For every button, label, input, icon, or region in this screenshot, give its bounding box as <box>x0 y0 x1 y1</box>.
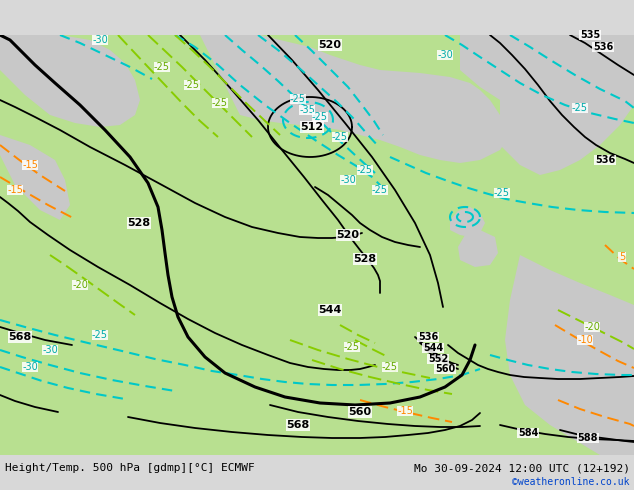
Text: -35: -35 <box>299 105 315 115</box>
Text: 544: 544 <box>423 343 443 353</box>
Text: -25: -25 <box>154 62 170 72</box>
Text: 560: 560 <box>435 364 455 374</box>
Text: 560: 560 <box>349 407 372 417</box>
Text: -25: -25 <box>212 98 228 108</box>
Text: 568: 568 <box>8 332 32 342</box>
Text: -30: -30 <box>437 50 453 60</box>
Text: 544: 544 <box>318 305 342 315</box>
Text: -25: -25 <box>344 342 360 352</box>
Text: -25: -25 <box>372 185 388 195</box>
Text: -10: -10 <box>577 335 593 345</box>
Text: -30: -30 <box>22 362 38 372</box>
Text: -30: -30 <box>340 175 356 185</box>
Text: 512: 512 <box>301 122 323 132</box>
Text: 536: 536 <box>595 155 615 165</box>
Text: 520: 520 <box>337 230 359 240</box>
Text: -20: -20 <box>72 280 88 290</box>
Polygon shape <box>0 35 634 455</box>
Polygon shape <box>500 35 634 175</box>
Polygon shape <box>460 35 634 115</box>
Text: -25: -25 <box>312 112 328 122</box>
Text: ©weatheronline.co.uk: ©weatheronline.co.uk <box>512 477 630 487</box>
Text: -25: -25 <box>290 94 306 104</box>
Polygon shape <box>458 230 498 267</box>
Text: -15: -15 <box>22 160 38 170</box>
Polygon shape <box>0 135 70 220</box>
Text: 536: 536 <box>593 42 613 52</box>
Text: -15: -15 <box>397 406 413 416</box>
Text: -15: -15 <box>7 185 23 195</box>
Polygon shape <box>0 35 140 127</box>
Text: -20: -20 <box>584 322 600 332</box>
Text: 5: 5 <box>619 252 625 262</box>
Text: -25: -25 <box>184 80 200 90</box>
Text: 552: 552 <box>428 354 448 364</box>
Text: -25: -25 <box>382 362 398 372</box>
Text: -25: -25 <box>332 132 348 142</box>
Polygon shape <box>450 207 485 237</box>
Text: -25: -25 <box>494 188 510 198</box>
Text: -25: -25 <box>572 103 588 113</box>
Polygon shape <box>505 255 634 455</box>
Text: -25: -25 <box>357 165 373 175</box>
Text: 536: 536 <box>418 332 438 342</box>
Text: 588: 588 <box>578 433 598 443</box>
Text: 568: 568 <box>287 420 309 430</box>
Text: Mo 30-09-2024 12:00 UTC (12+192): Mo 30-09-2024 12:00 UTC (12+192) <box>414 463 630 473</box>
Text: -25: -25 <box>92 330 108 340</box>
Text: 584: 584 <box>518 428 538 438</box>
Text: Height/Temp. 500 hPa [gdmp][°C] ECMWF: Height/Temp. 500 hPa [gdmp][°C] ECMWF <box>5 463 255 473</box>
Text: -30: -30 <box>92 35 108 45</box>
Text: 528: 528 <box>127 218 150 228</box>
Text: -30: -30 <box>42 345 58 355</box>
Polygon shape <box>200 35 510 163</box>
Text: 528: 528 <box>353 254 377 264</box>
Text: 520: 520 <box>318 40 342 50</box>
Text: 535: 535 <box>580 30 600 40</box>
